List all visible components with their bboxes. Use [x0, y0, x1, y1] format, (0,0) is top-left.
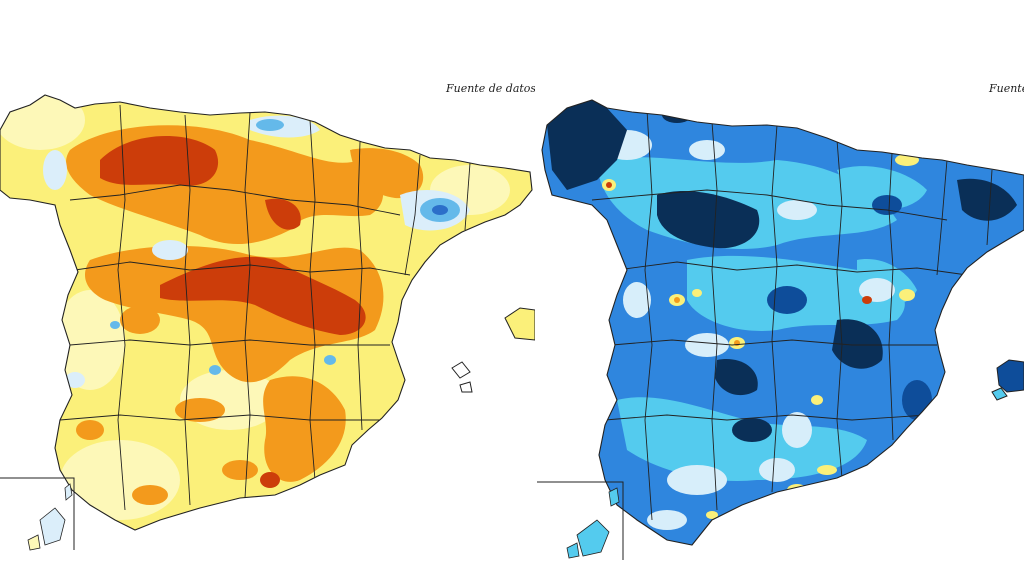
anomaly-map-left	[0, 94, 535, 551]
anomaly-fill-right	[547, 100, 1017, 530]
source-credit-right: Fuente	[989, 82, 1024, 95]
map-panel-right: Fuente	[537, 0, 1024, 576]
anomaly-fill-left	[0, 95, 510, 520]
anomaly-map-right	[537, 99, 1024, 560]
canary-islands-inset-right	[537, 481, 624, 560]
map-panel-left: Fuente de datos: A	[0, 82, 535, 551]
ibiza-left	[451, 361, 471, 379]
coastline-left	[0, 94, 533, 531]
source-credit-left: Fuente de datos: A	[446, 82, 535, 95]
mallorca-left	[504, 307, 535, 341]
coastline-right	[541, 99, 1024, 546]
mallorca-right	[996, 359, 1024, 393]
formentera-left	[459, 381, 473, 393]
canary-islands-inset-left	[0, 477, 75, 551]
province-borders-left	[59, 104, 471, 511]
ibiza-right	[991, 387, 1008, 401]
province-borders-right	[591, 109, 993, 521]
